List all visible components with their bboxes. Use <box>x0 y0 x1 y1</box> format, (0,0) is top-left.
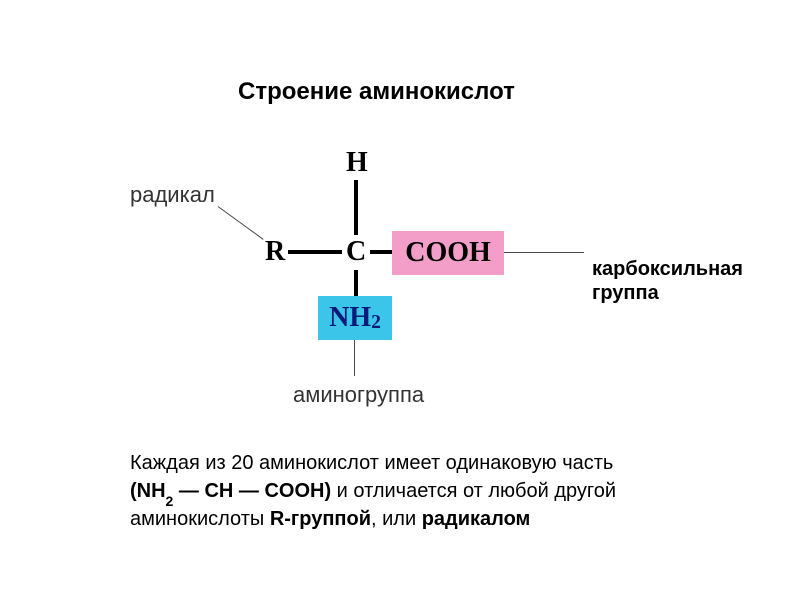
caption-line1: Каждая из 20 аминокислот имеет одинакову… <box>130 452 613 475</box>
caption-l2-rest: и отличается от любой другой <box>331 480 616 502</box>
bond-RC <box>288 250 342 254</box>
caption-l3-d: радикалом <box>422 508 531 530</box>
bond-C-NH2 <box>354 270 358 296</box>
label-radical: радикал <box>130 182 215 208</box>
NH2-prefix: NH <box>329 302 371 334</box>
group-NH2: NH2 <box>318 296 392 340</box>
bond-HC <box>354 180 358 235</box>
connector-carboxyl <box>504 252 584 253</box>
label-carboxyl-line2: группа <box>592 282 659 305</box>
caption-l3-b: R-группой <box>270 508 371 530</box>
caption-l2-formula: — CH — COOH) <box>173 480 331 502</box>
connector-radical <box>218 206 264 240</box>
caption-l3-a: аминокислоты <box>130 508 270 530</box>
atom-R: R <box>265 236 285 268</box>
connector-amino <box>354 340 355 376</box>
caption-line3: аминокислоты R-группой, или радикалом <box>130 508 530 531</box>
diagram-container: Строение аминокислот H R C COOH NH2 ради… <box>0 0 800 600</box>
atom-C: C <box>346 236 366 268</box>
atom-H: H <box>346 147 368 179</box>
label-carboxyl-line1: карбоксильная <box>592 258 743 281</box>
caption-line2: (NH2 — CH — COOH) и отличается от любой … <box>130 480 616 505</box>
bond-C-COOH <box>370 250 392 254</box>
label-amino: аминогруппа <box>293 382 424 408</box>
caption-l3-c: , или <box>371 508 422 530</box>
caption-l2-sub: 2 <box>166 493 174 509</box>
caption-l2-nh: (NH <box>130 480 166 502</box>
group-COOH: COOH <box>392 231 504 275</box>
page-title: Строение аминокислот <box>238 78 515 106</box>
NH2-sub: 2 <box>371 312 381 334</box>
